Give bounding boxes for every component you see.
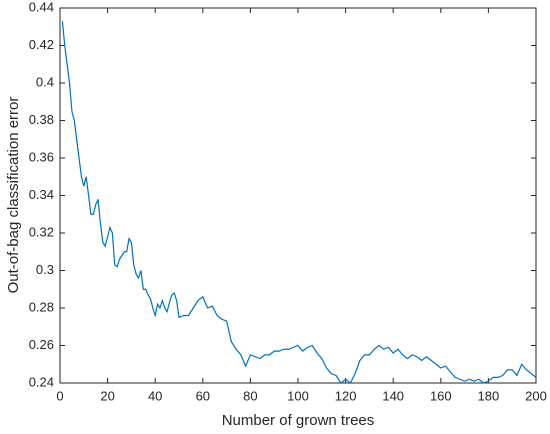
data-line (61, 21, 537, 384)
y-tick-label: 0.36 (29, 149, 54, 164)
x-tick-label: 140 (382, 388, 404, 403)
x-tick-label: 80 (243, 388, 257, 403)
y-tick-label: 0.42 (29, 37, 54, 52)
x-tick-label: 100 (287, 388, 309, 403)
x-tick-label: 180 (478, 388, 500, 403)
y-tick-label: 0.24 (29, 374, 54, 389)
y-tick-label: 0.4 (36, 74, 54, 89)
y-tick-label: 0.38 (29, 112, 54, 127)
axes-box (59, 7, 537, 384)
y-tick-label: 0.26 (29, 337, 54, 352)
x-tick-label: 0 (56, 388, 63, 403)
x-tick-label: 20 (100, 388, 114, 403)
y-tick-label: 0.32 (29, 224, 54, 239)
x-tick-label: 40 (148, 388, 162, 403)
y-tick-label: 0.3 (36, 262, 54, 277)
x-tick-label: 200 (525, 388, 547, 403)
x-tick-label: 60 (196, 388, 210, 403)
x-tick-label: 120 (335, 388, 357, 403)
x-axis-label: Number of grown trees (222, 412, 375, 429)
y-tick-label: 0.44 (29, 0, 54, 14)
y-axis-label: Out-of-bag classification error (5, 97, 22, 294)
y-tick-label: 0.28 (29, 299, 54, 314)
x-tick-label: 160 (430, 388, 452, 403)
y-tick-label: 0.34 (29, 187, 54, 202)
